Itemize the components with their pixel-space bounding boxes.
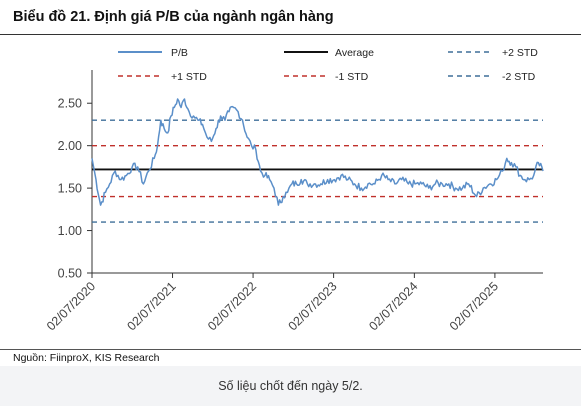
legend-label-average: Average [335, 47, 374, 59]
pb-valuation-chart: 0.50 1.00 1.50 2.00 2.50 02/07/2020 02/07/2021… [44, 47, 544, 333]
chart-title: Biểu đồ 21. Định giá P/B của ngành ngân … [13, 9, 334, 25]
x-tick-label: 02/07/2022 [205, 279, 259, 333]
y-tick-label: 1.50 [58, 182, 82, 196]
legend-label-p-b: P/B [171, 47, 188, 59]
legend-label-minus-2-std: -2 STD [502, 71, 536, 83]
y-tick-label: 2.50 [58, 97, 82, 111]
title-divider [0, 34, 581, 35]
x-tick-label: 02/07/2025 [447, 279, 501, 333]
legend-label-plusminus-2-std: +2 STD [502, 47, 538, 59]
source-divider [0, 349, 581, 350]
caption-text: Số liệu chốt đến ngày 5/2. [218, 379, 363, 393]
legend-label-plusminus-1-std: +1 STD [171, 71, 207, 83]
x-tick-label: 02/07/2024 [366, 279, 420, 333]
legend-label-minus-1-std: -1 STD [335, 71, 369, 83]
y-tick-label: 1.00 [58, 224, 82, 238]
x-tick-label: 02/07/2020 [44, 279, 98, 333]
caption-bar: Số liệu chốt đến ngày 5/2. [0, 366, 581, 406]
x-tick-label: 02/07/2023 [286, 279, 340, 333]
source-note: Nguồn: FiinproX, KIS Research [13, 352, 160, 364]
y-tick-label: 2.00 [58, 139, 82, 153]
y-tick-label: 0.50 [58, 267, 82, 281]
series-pb-line [91, 98, 544, 206]
x-tick-label: 02/07/2021 [125, 279, 179, 333]
